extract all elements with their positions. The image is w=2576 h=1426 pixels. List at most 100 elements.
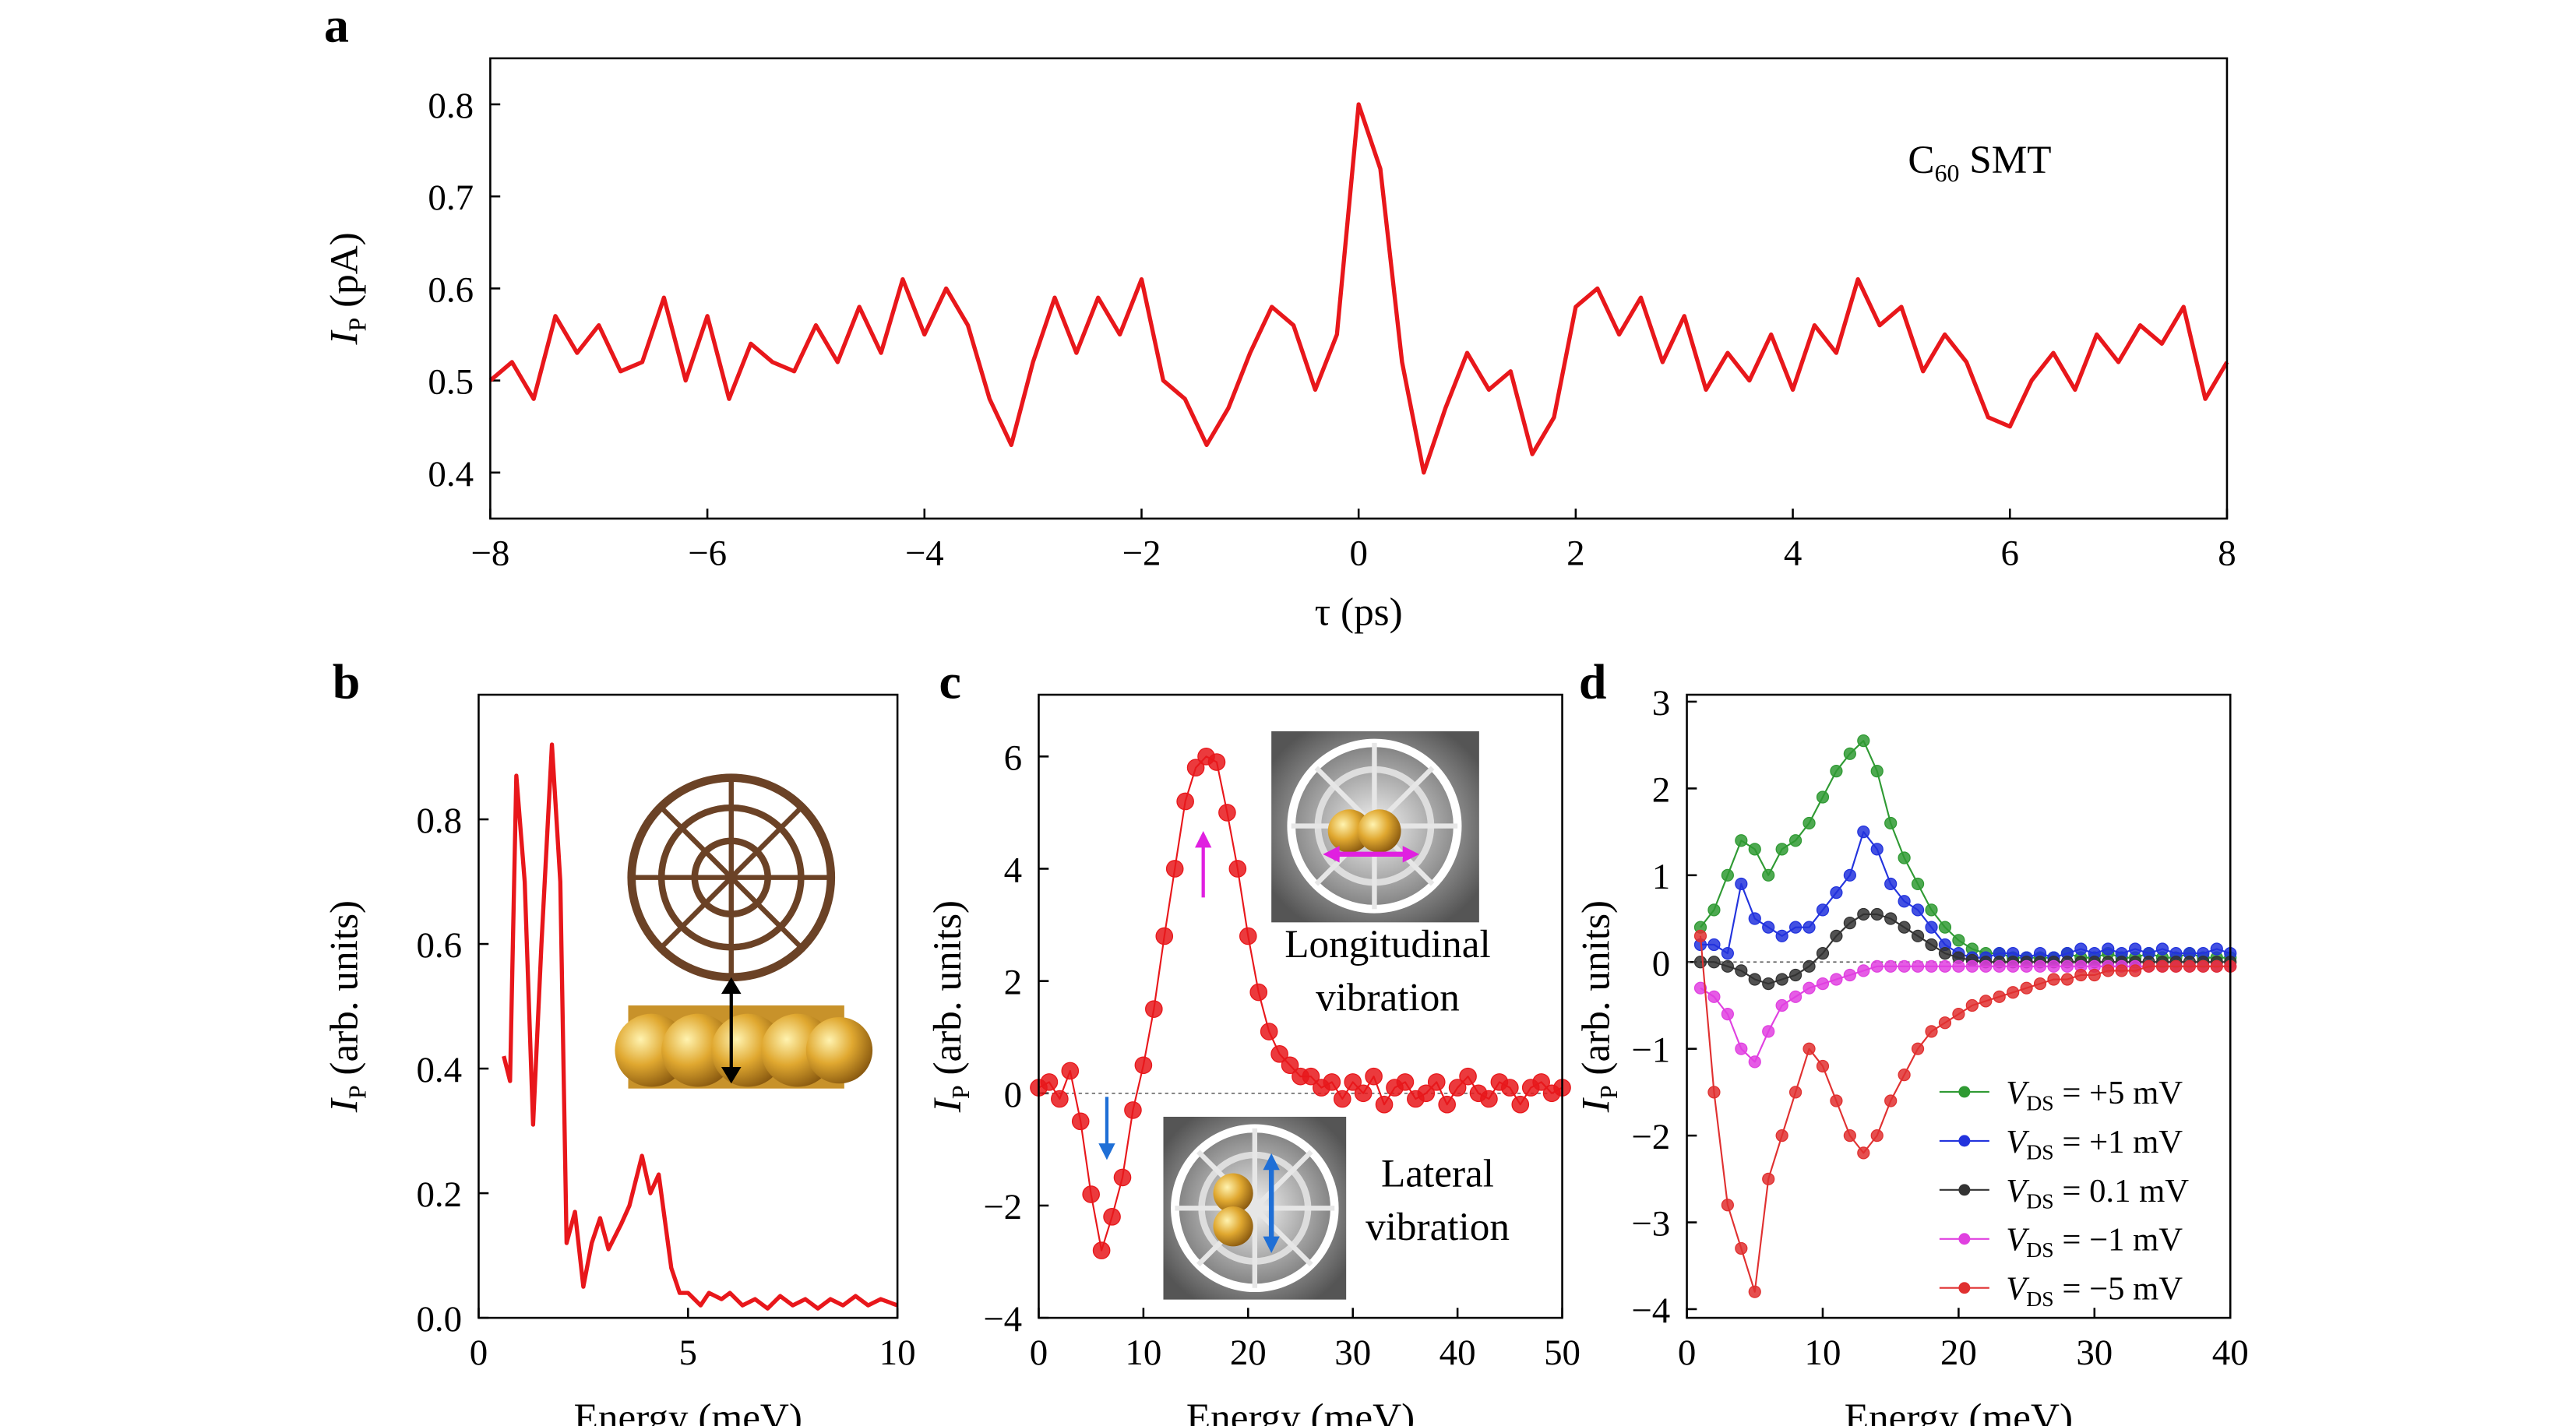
data-point	[1459, 1067, 1477, 1086]
x-tick-label: 0	[1678, 1333, 1696, 1373]
annotation: Longitudinal	[1284, 922, 1490, 967]
data-line	[488, 102, 2229, 475]
data-point	[1260, 1023, 1278, 1040]
plot-frame	[1686, 693, 2232, 1319]
data-point	[1165, 860, 1184, 878]
data-point	[2197, 959, 2210, 973]
data-point	[2115, 964, 2128, 977]
data-point	[1898, 895, 1911, 908]
y-axis-symbol: I	[322, 329, 367, 346]
y-tick-label: −1	[1631, 1030, 1670, 1071]
data-point	[1870, 959, 1884, 973]
annotation: Lateral	[1381, 1152, 1494, 1196]
data-point	[1344, 1073, 1362, 1091]
data-point	[1816, 946, 1830, 960]
plot-frame	[477, 693, 899, 1319]
data-point	[1186, 759, 1205, 777]
y-axis-subscript: P	[343, 318, 371, 332]
x-tick-label: −8	[470, 533, 509, 574]
plot-frame	[489, 57, 2229, 520]
y-axis-unit: (arb. units)	[1573, 900, 1618, 1076]
legend-text: = +1 mV	[2062, 1124, 2183, 1160]
y-tick-label: −3	[1631, 1204, 1670, 1245]
legend-marker	[1958, 1135, 1971, 1147]
data-point	[1925, 959, 1938, 973]
legend-subscript: DS	[2026, 1238, 2053, 1262]
data-point	[1952, 959, 1965, 973]
data-point	[1707, 956, 1721, 969]
y-axis-label: IP (arb. units)	[1573, 900, 1623, 1113]
y-tick-label: 0.4	[416, 1050, 462, 1090]
data-point	[1124, 1101, 1142, 1119]
x-tick-label: −6	[688, 533, 727, 574]
legend-label: VDS = +1 mV	[2006, 1124, 2183, 1164]
annotation-main: C	[1908, 138, 1934, 182]
legend-text: = −5 mV	[2062, 1271, 2183, 1308]
data-point	[1417, 1084, 1436, 1103]
data-point	[2060, 973, 2074, 986]
data-point	[1323, 1073, 1341, 1091]
y-tick-label: 2	[1652, 769, 1670, 810]
y-tick-label: 0.4	[428, 454, 474, 495]
x-tick-label: 0	[1030, 1333, 1048, 1373]
y-tick-label: 1	[1652, 857, 1670, 897]
legend-symbol: V	[2006, 1271, 2030, 1308]
data-point	[1857, 964, 1870, 977]
data-line	[502, 742, 899, 1311]
data-point	[1911, 877, 1925, 891]
data-point	[2074, 968, 2088, 982]
data-point	[1707, 990, 1721, 1003]
data-point	[2047, 973, 2060, 986]
y-axis-symbol: I	[1573, 1097, 1618, 1113]
data-point	[1898, 921, 1911, 934]
x-tick-label: 20	[1940, 1333, 1977, 1373]
data-point	[2142, 959, 2155, 973]
data-point	[1748, 843, 1761, 856]
data-point	[1788, 1086, 1802, 1099]
data-point	[1911, 1042, 1925, 1055]
data-point	[1427, 1073, 1446, 1091]
y-tick-label: 6	[1004, 738, 1022, 778]
legend-symbol: V	[2006, 1075, 2030, 1111]
data-point	[1207, 753, 1226, 771]
annotation-sub: 60	[1934, 159, 1959, 187]
data-point	[1802, 921, 1816, 934]
data-point	[1816, 790, 1830, 804]
data-point	[1965, 998, 1979, 1012]
data-point	[1103, 1208, 1121, 1226]
data-point	[1721, 946, 1734, 960]
y-axis-symbol: I	[925, 1097, 970, 1113]
legend-label: VDS = +5 mV	[2006, 1075, 2183, 1115]
data-point	[1952, 1007, 1965, 1021]
legend-subscript: DS	[2026, 1090, 2053, 1114]
y-axis-label: IP (arb. units)	[925, 900, 974, 1113]
data-point	[1735, 1042, 1748, 1055]
data-point	[1354, 1084, 1373, 1103]
y-axis-label: IP (pA)	[322, 232, 372, 345]
data-point	[1762, 1172, 1775, 1185]
y-axis-unit: (arb. units)	[925, 900, 970, 1076]
data-point	[1762, 1025, 1775, 1038]
data-point	[1952, 934, 1965, 947]
data-line	[1699, 935, 2231, 1293]
data-point	[1082, 1185, 1100, 1203]
x-tick-label: 40	[2212, 1333, 2249, 1373]
data-point	[1870, 764, 1884, 778]
y-tick-label: −2	[1631, 1117, 1670, 1157]
data-point	[1721, 1007, 1734, 1021]
data-point	[1938, 921, 1952, 934]
legend-text: = +5 mV	[2062, 1075, 2183, 1111]
y-axis-unit: (pA)	[322, 232, 367, 308]
data-point	[2020, 959, 2033, 973]
data-point	[1911, 903, 1925, 917]
data-point	[1816, 1059, 1830, 1073]
data-line	[1700, 831, 2231, 959]
annotation: vibration	[1316, 975, 1460, 1019]
data-point	[1884, 1094, 1898, 1107]
data-point	[1788, 990, 1802, 1003]
data-point	[1816, 977, 1830, 991]
data-point	[1092, 1241, 1111, 1259]
x-tick-label: 50	[1544, 1333, 1580, 1373]
data-point	[1501, 1079, 1519, 1097]
